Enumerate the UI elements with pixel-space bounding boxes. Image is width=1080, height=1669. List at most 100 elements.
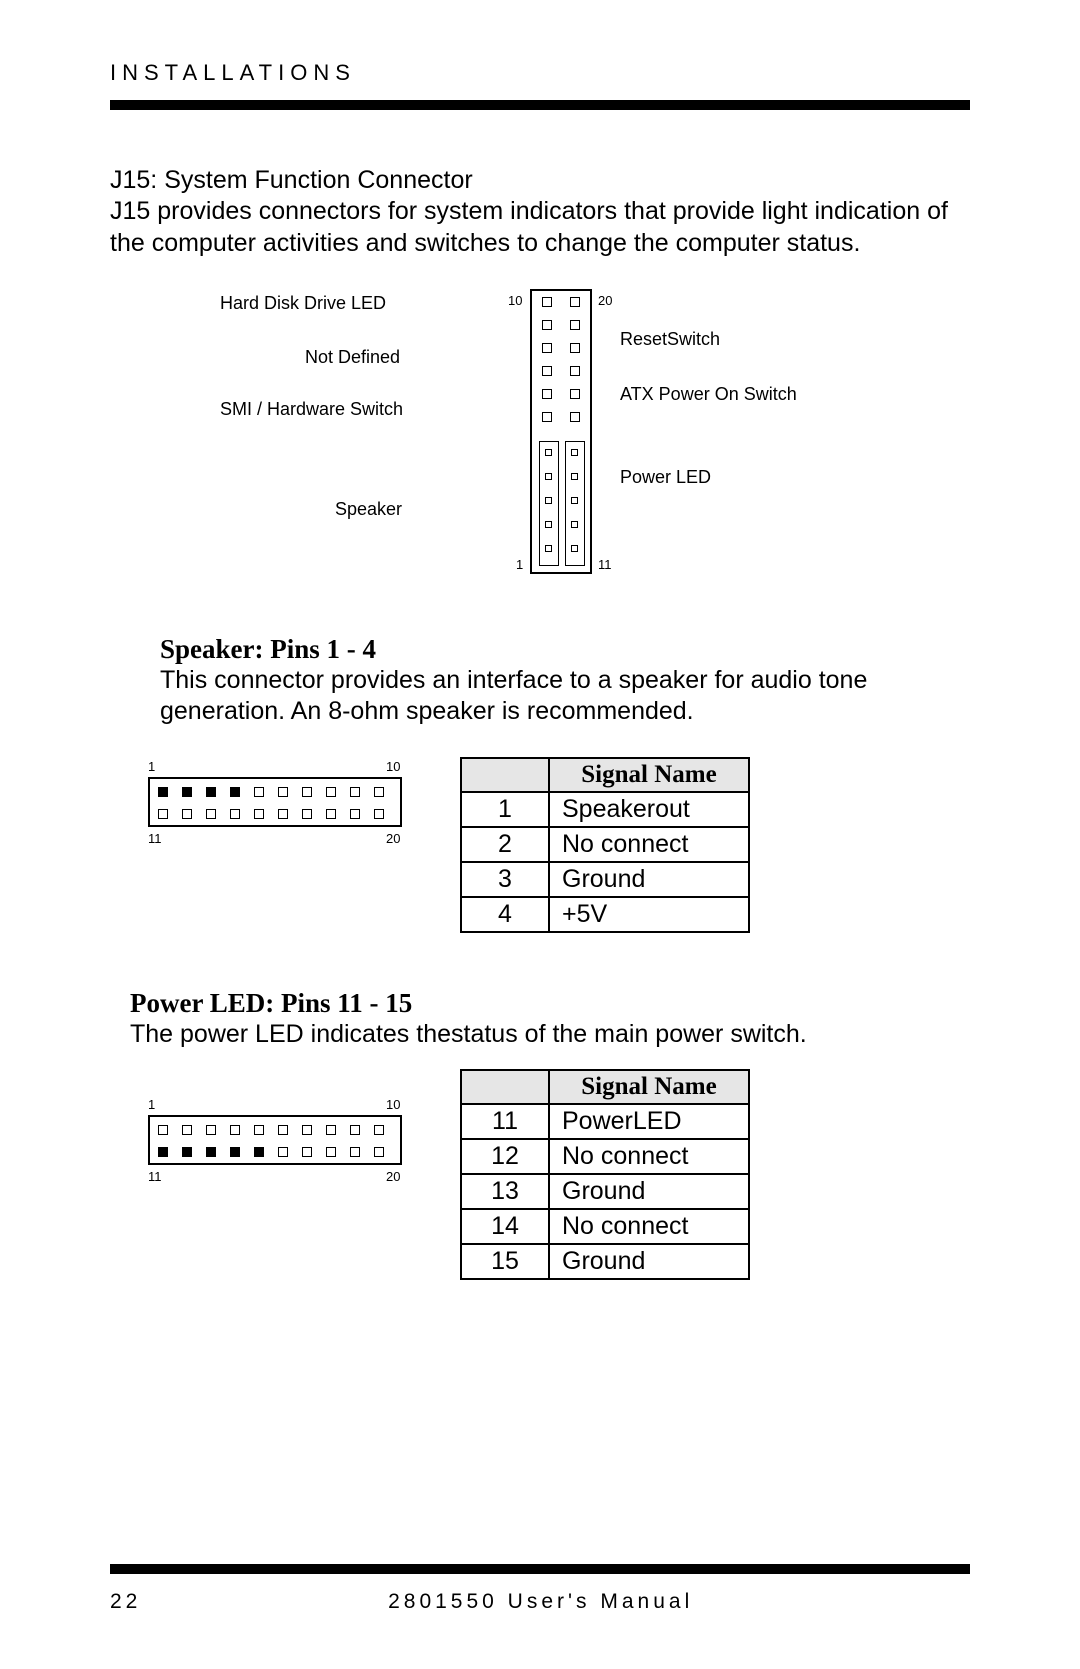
pin-square [254,1147,264,1157]
spk-num-tr: 10 [386,759,400,774]
pin-square [254,787,264,797]
table-row: 13Ground [461,1174,749,1209]
powerled-body: The power LED indicates thestatus of the… [130,1019,970,1050]
pin-square-small [545,521,552,528]
pin-square-small [571,473,578,480]
pin-square-small [571,449,578,456]
pin-square [542,389,552,399]
signal-cell: No connect [549,1209,749,1244]
intro-body: J15 provides connectors for system indic… [110,196,970,259]
pin-square-small [545,473,552,480]
pin-square-small [545,449,552,456]
pin-square [350,809,360,819]
powerled-pin-diagram: 1 10 11 20 [130,1095,420,1190]
pin-square [570,343,580,353]
pin-square [350,1147,360,1157]
pin-square [278,1147,288,1157]
pl-num-tr: 10 [386,1097,400,1112]
spk-num-tl: 1 [148,759,155,774]
pin-square [206,1147,216,1157]
table-row: 12No connect [461,1139,749,1174]
pin-square [158,1125,168,1135]
signal-cell: No connect [549,827,749,862]
pin-cell: 13 [461,1174,549,1209]
powerled-signal-table: Signal Name 11PowerLED12No connect13Grou… [460,1069,750,1280]
table-row: 14No connect [461,1209,749,1244]
pin-square [206,1125,216,1135]
corner-num-tr: 20 [598,293,612,308]
speaker-title: Speaker: Pins 1 - 4 [160,634,970,665]
pin-square [206,809,216,819]
footer-title: 2801550 User's Manual [388,1590,693,1614]
speaker-signal-table: Signal Name 1Speakerout2No connect3Groun… [460,757,750,933]
pin-square [542,297,552,307]
page-number: 22 [110,1590,141,1614]
signal-cell: No connect [549,1139,749,1174]
pin-cell: 1 [461,792,549,827]
pin-square [278,1125,288,1135]
pin-square-small [545,497,552,504]
pin-square [542,366,552,376]
pin-square [374,1125,384,1135]
pin-square [326,787,336,797]
pin-square [326,1125,336,1135]
table-row: 1Speakerout [461,792,749,827]
pl-num-bl: 11 [148,1169,162,1184]
pin-cell: 4 [461,897,549,932]
pin-square [230,787,240,797]
pin-square [278,809,288,819]
pin-square [158,809,168,819]
label-speaker: Speaker [335,499,402,520]
pin-square [182,787,192,797]
pin-square [254,1125,264,1135]
pin-square [570,366,580,376]
pin-square [302,1147,312,1157]
pin-square [182,1125,192,1135]
pin-square [302,787,312,797]
pin-square [206,787,216,797]
corner-num-bl: 1 [516,557,523,572]
pl-num-br: 20 [386,1169,400,1184]
speaker-body: This connector provides an interface to … [160,665,970,728]
pin-square [374,809,384,819]
table-row: 15Ground [461,1244,749,1279]
pin-square-small [571,497,578,504]
pin-square [570,297,580,307]
pin-square [350,787,360,797]
signal-cell: Ground [549,1174,749,1209]
pin-square [350,1125,360,1135]
pin-square [302,1125,312,1135]
page-footer: 22 2801550 User's Manual [110,1564,970,1614]
pin-square [182,1147,192,1157]
header-section-title: INSTALLATIONS [110,60,970,86]
pin-square [326,1147,336,1157]
footer-rule [110,1564,970,1574]
spk-th: Signal Name [549,758,749,792]
pl-th: Signal Name [549,1070,749,1104]
pin-square [570,389,580,399]
pin-square [374,787,384,797]
j15-connector-diagram: Hard Disk Drive LED Not Defined SMI / Ha… [220,289,860,579]
pin-square [570,412,580,422]
pin-square [182,809,192,819]
pl-num-tl: 1 [148,1097,155,1112]
pin-square-small [571,545,578,552]
pin-square [542,320,552,330]
label-not-defined: Not Defined [305,347,400,368]
pin-cell: 2 [461,827,549,862]
pin-square [158,1147,168,1157]
intro-title: J15: System Function Connector [110,165,970,196]
table-row: 4+5V [461,897,749,932]
corner-num-br: 11 [598,557,612,572]
pin-square [542,412,552,422]
table-row: 2No connect [461,827,749,862]
label-smi: SMI / Hardware Switch [220,399,403,420]
label-reset: ResetSwitch [620,329,720,350]
signal-cell: PowerLED [549,1104,749,1139]
signal-cell: +5V [549,897,749,932]
spk-num-br: 20 [386,831,400,846]
pin-square [302,809,312,819]
label-hdd-led: Hard Disk Drive LED [220,293,386,314]
speaker-pin-diagram: 1 10 11 20 [130,757,420,852]
powerled-title: Power LED: Pins 11 - 15 [130,988,970,1019]
